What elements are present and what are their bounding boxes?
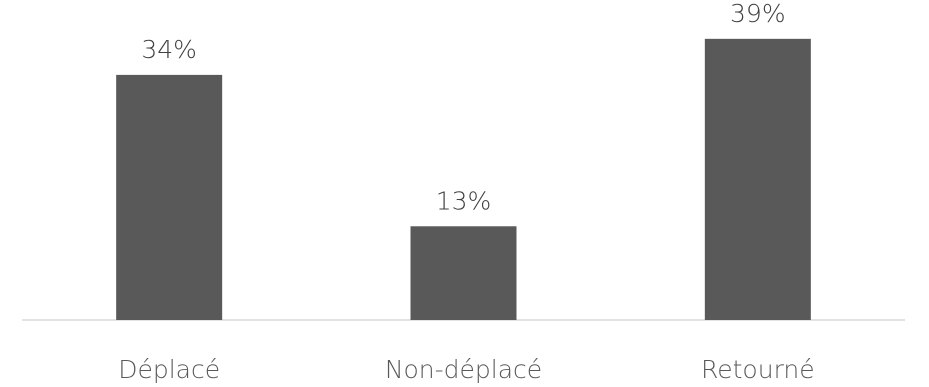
bar-value-label-0: 34% [141, 35, 197, 64]
category-label-2: Retourné [701, 355, 815, 384]
category-labels-group: Déplacé Non-déplacé Retourné [118, 355, 814, 384]
bar-1 [410, 226, 517, 320]
category-label-1: Non-déplacé [385, 355, 542, 384]
bar-0 [116, 74, 223, 320]
category-label-0: Déplacé [118, 355, 220, 384]
data-labels-group: 34% 13% 39% [141, 0, 785, 215]
bar-value-label-1: 13% [436, 186, 492, 215]
bars-group [116, 38, 811, 320]
bar-2 [704, 38, 811, 320]
bar-value-label-2: 39% [730, 0, 786, 28]
